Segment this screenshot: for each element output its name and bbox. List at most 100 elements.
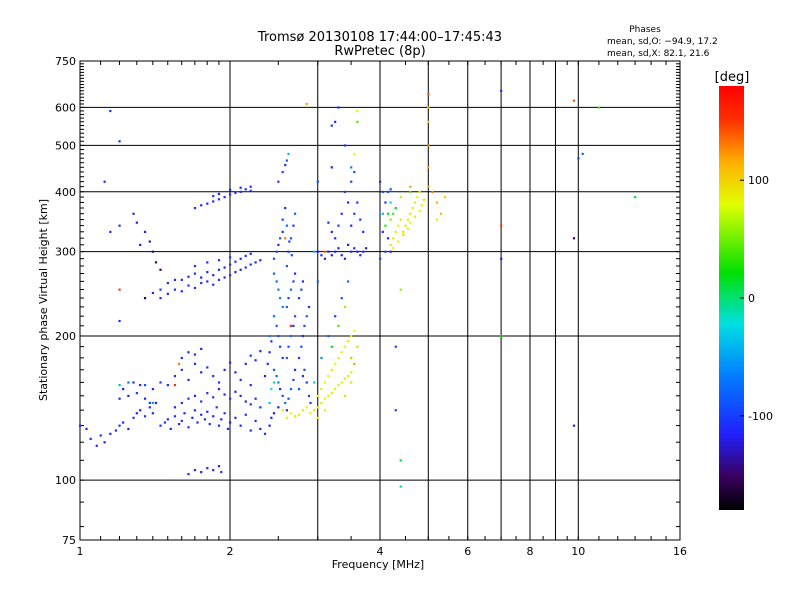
data-point xyxy=(353,170,356,174)
data-point xyxy=(343,190,347,193)
data-point xyxy=(293,368,297,371)
data-point xyxy=(340,351,343,354)
data-point xyxy=(320,356,323,360)
data-point xyxy=(277,243,280,246)
data-point xyxy=(254,261,257,264)
data-point xyxy=(300,288,303,291)
data-point xyxy=(292,224,295,227)
data-point xyxy=(323,381,327,384)
data-point xyxy=(389,188,392,191)
data-point xyxy=(572,237,576,240)
data-point xyxy=(118,288,121,291)
x-tick-label: 8 xyxy=(527,545,534,558)
data-point xyxy=(337,224,340,227)
data-point xyxy=(118,397,121,400)
x-tick-label: 16 xyxy=(673,545,687,558)
data-point xyxy=(287,152,290,156)
data-point xyxy=(394,206,397,210)
data-point xyxy=(297,297,301,300)
data-point xyxy=(148,401,151,405)
data-point xyxy=(143,415,147,418)
data-point xyxy=(397,240,400,243)
data-point xyxy=(249,383,252,387)
colorbar-tick-label: 100 xyxy=(748,174,769,187)
data-point xyxy=(384,250,387,253)
data-point xyxy=(303,368,306,371)
data-point xyxy=(334,120,337,123)
data-point xyxy=(263,374,267,378)
data-point xyxy=(402,230,405,233)
data-point xyxy=(89,437,92,440)
data-point xyxy=(346,280,350,283)
data-point xyxy=(212,274,215,277)
data-point xyxy=(572,99,576,102)
data-point xyxy=(268,424,271,427)
data-point xyxy=(109,432,112,435)
data-point xyxy=(379,180,382,183)
data-point xyxy=(381,230,384,233)
data-point xyxy=(177,362,181,365)
data-point xyxy=(187,426,190,429)
data-point xyxy=(500,224,503,227)
data-point xyxy=(343,305,347,309)
data-point xyxy=(285,159,288,162)
data-point xyxy=(356,250,359,253)
data-point xyxy=(381,212,384,215)
data-point xyxy=(422,198,426,201)
data-point xyxy=(293,315,297,318)
data-point xyxy=(249,185,252,188)
data-point xyxy=(394,345,397,348)
data-point xyxy=(239,186,242,189)
data-point xyxy=(143,397,147,400)
data-point xyxy=(500,334,503,338)
data-point xyxy=(217,387,221,391)
data-point xyxy=(206,467,209,470)
data-point xyxy=(166,383,169,387)
data-point xyxy=(305,406,308,409)
data-point xyxy=(254,359,257,362)
data-point xyxy=(337,324,340,328)
data-point xyxy=(234,191,237,195)
data-point xyxy=(239,268,242,271)
data-point xyxy=(272,257,276,260)
data-point xyxy=(343,257,347,260)
data-point xyxy=(163,421,167,424)
data-point xyxy=(239,394,242,398)
data-point xyxy=(289,288,293,291)
data-point xyxy=(320,401,323,405)
data-point xyxy=(229,193,232,196)
data-point xyxy=(166,281,169,285)
data-point xyxy=(151,412,155,415)
data-point xyxy=(166,292,169,295)
data-point xyxy=(217,381,221,384)
data-point xyxy=(173,278,177,281)
data-point xyxy=(285,356,288,360)
data-point xyxy=(206,202,209,205)
data-point xyxy=(389,243,392,246)
data-point xyxy=(159,288,162,291)
data-point xyxy=(281,356,284,360)
data-point xyxy=(289,324,293,328)
data-points xyxy=(79,89,637,488)
data-point xyxy=(151,250,155,253)
data-point xyxy=(118,140,121,143)
data-point xyxy=(275,374,278,378)
data-point xyxy=(187,397,190,400)
data-point xyxy=(217,278,221,281)
data-point xyxy=(381,190,384,193)
data-point xyxy=(316,416,319,419)
data-point xyxy=(320,387,323,391)
data-point xyxy=(193,353,197,356)
x-tick-label: 10 xyxy=(571,545,585,558)
data-point xyxy=(350,224,353,227)
y-tick-label: 600 xyxy=(55,101,76,114)
data-point xyxy=(275,280,278,283)
data-point xyxy=(279,387,282,391)
data-point xyxy=(272,315,276,318)
data-point xyxy=(343,144,347,147)
data-point xyxy=(597,106,601,109)
data-point xyxy=(229,421,232,424)
data-point xyxy=(275,250,278,253)
data-point xyxy=(313,250,316,253)
data-point xyxy=(272,412,276,415)
